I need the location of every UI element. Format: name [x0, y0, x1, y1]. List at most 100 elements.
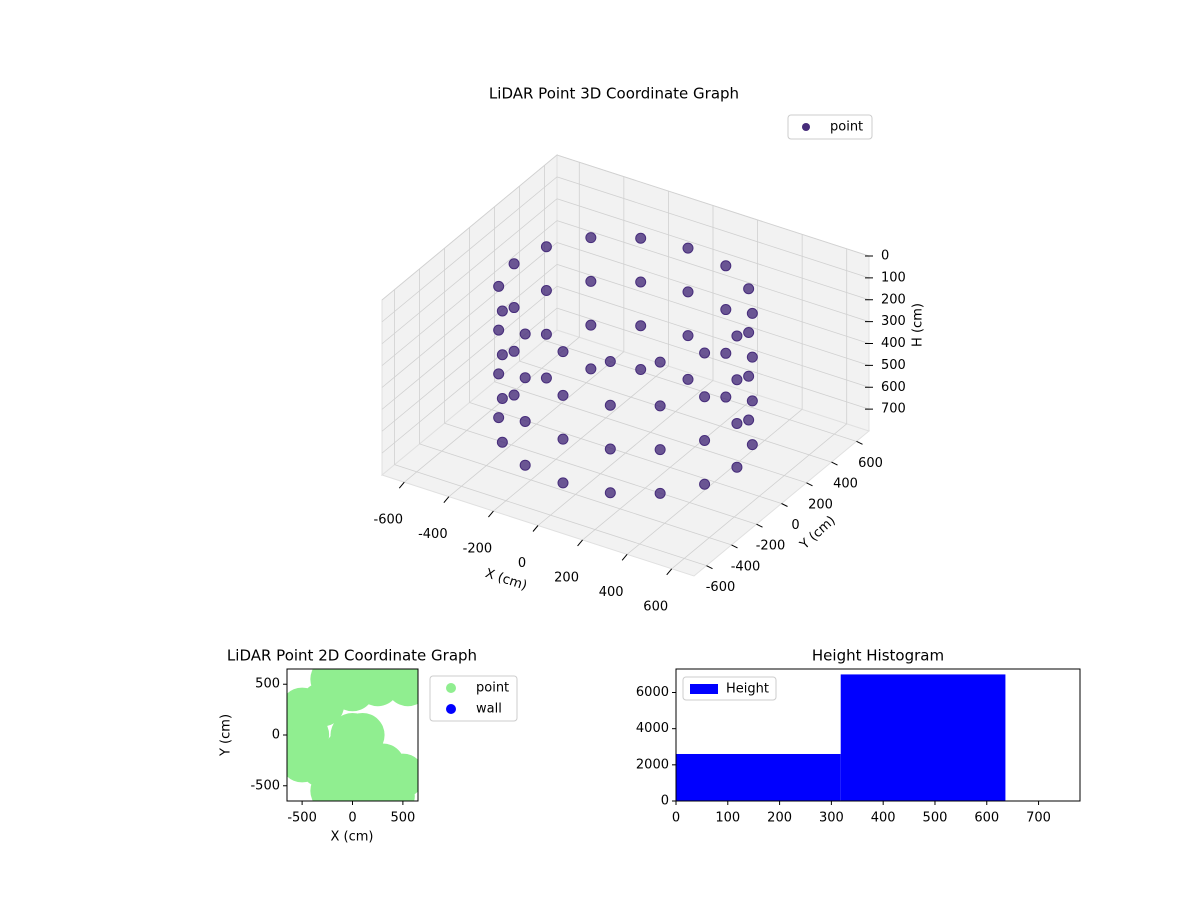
x-tick: [577, 539, 583, 547]
y-tick-label: 6000: [636, 685, 669, 700]
chart-title: Height Histogram: [812, 647, 944, 665]
x-tick-label: 400: [871, 811, 896, 826]
legend-marker: [446, 683, 456, 693]
grid-line: [544, 339, 857, 442]
legend-label: Height: [726, 682, 769, 697]
point: [699, 434, 711, 446]
grid-line: [556, 220, 870, 323]
point: [699, 347, 711, 359]
point: [635, 276, 647, 288]
y-tick: [731, 544, 738, 549]
y-tick: [756, 523, 763, 528]
y-tick-label: 0: [661, 794, 669, 809]
z-tick-label: 600: [881, 380, 906, 395]
x-tick: [666, 568, 673, 576]
point: [699, 391, 711, 403]
point: [508, 389, 520, 401]
point: [743, 326, 755, 338]
grid-line: [444, 422, 757, 525]
point: [310, 768, 355, 801]
z-tick-label: 0: [881, 249, 889, 264]
point: [325, 728, 370, 773]
point: [370, 773, 415, 801]
point: [682, 286, 694, 298]
y-tick-label: 0: [272, 728, 280, 743]
point: [699, 478, 711, 490]
point: [604, 399, 616, 411]
grid-line: [381, 198, 558, 345]
point: [720, 391, 732, 403]
y-tick-label: 0: [791, 518, 799, 533]
y-tick: [781, 503, 788, 507]
point: [557, 433, 569, 445]
point: [493, 368, 505, 380]
x-tick: [488, 510, 494, 518]
x-tick-label: -600: [374, 513, 404, 528]
grid-line: [381, 285, 558, 432]
x-tick: [532, 525, 539, 532]
y-tick-label: 500: [255, 677, 280, 692]
grid-line: [556, 242, 870, 344]
point: [540, 328, 552, 340]
grid-line: [556, 176, 870, 279]
legend-label: wall: [476, 702, 502, 717]
point: [635, 232, 647, 244]
point: [557, 389, 569, 401]
point: [743, 370, 755, 382]
point: [731, 330, 743, 342]
point: [496, 393, 508, 405]
point: [682, 330, 694, 342]
z-axis-label: H (cm): [911, 303, 926, 347]
y-tick-label: 400: [833, 477, 858, 492]
point: [493, 280, 505, 292]
point: [720, 260, 732, 272]
x-tick: [621, 554, 628, 561]
point: [746, 351, 758, 363]
bar: [676, 753, 841, 801]
x-tick-label: 200: [554, 570, 579, 585]
y-tick-label: 4000: [636, 721, 669, 736]
x-tick-label: 500: [390, 811, 415, 826]
grid-line: [381, 264, 558, 410]
point: [743, 414, 755, 426]
y-axis-label: Y (cm): [219, 714, 234, 757]
y-tick-label: -400: [731, 559, 761, 574]
z-tick-label: 100: [881, 270, 906, 285]
x-tick-label: 700: [1026, 811, 1051, 826]
point: [731, 374, 743, 386]
bar: [840, 674, 1006, 801]
y-tick-label: 200: [808, 497, 833, 512]
x-tick-label: 600: [643, 599, 668, 614]
point: [682, 373, 694, 385]
grid-line: [381, 242, 558, 388]
grid-line: [494, 381, 807, 484]
x-axis-label: X (cm): [331, 830, 374, 845]
point: [654, 487, 666, 499]
plot-area: [287, 669, 418, 801]
x-tick-label: 400: [599, 585, 624, 600]
point: [519, 328, 531, 340]
x-tick-label: 300: [819, 811, 844, 826]
x-tick-label: 0: [672, 811, 680, 826]
point: [496, 436, 508, 448]
point: [746, 307, 758, 319]
point: [557, 346, 569, 358]
z-tick-label: 700: [881, 402, 906, 417]
grid-line: [556, 307, 870, 410]
point: [654, 356, 666, 368]
point: [508, 302, 520, 314]
point: [540, 372, 552, 384]
grid-line: [519, 360, 832, 463]
point: [682, 242, 694, 254]
grid-line: [556, 198, 870, 301]
point: [635, 363, 647, 375]
point: [508, 258, 520, 270]
x-tick: [398, 481, 405, 489]
point: [287, 738, 325, 783]
z-tick-label: 400: [881, 336, 906, 351]
point: [519, 372, 531, 384]
legend-marker: [446, 704, 456, 714]
grid-line: [381, 154, 558, 301]
x-tick-label: -200: [463, 542, 493, 557]
